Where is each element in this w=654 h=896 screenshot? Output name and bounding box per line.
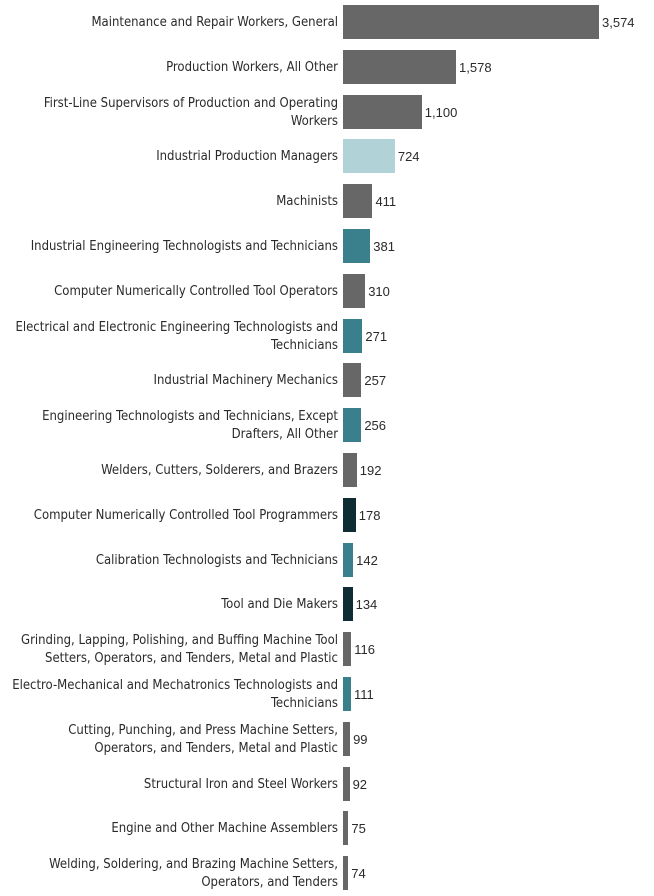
- category-label-line: Cutting, Punching, and Press Machine Set…: [68, 722, 338, 738]
- bar: [343, 5, 599, 39]
- category-label: Computer Numerically Controlled Tool Pro…: [0, 507, 338, 525]
- category-label: Welding, Soldering, and Brazing Machine …: [0, 856, 338, 892]
- category-label: Welders, Cutters, Solderers, and Brazers: [0, 462, 338, 480]
- value-label: 257: [364, 373, 387, 389]
- category-label-line: Drafters, All Other: [231, 427, 338, 443]
- category-label: Cutting, Punching, and Press Machine Set…: [0, 722, 338, 758]
- category-label-line: Industrial Production Managers: [156, 149, 338, 165]
- value-label: 75: [351, 821, 366, 837]
- category-label: Maintenance and Repair Workers, General: [0, 14, 338, 32]
- category-label-line: Calibration Technologists and Technician…: [95, 552, 338, 568]
- category-label-line: Workers: [290, 113, 338, 129]
- category-label: Calibration Technologists and Technician…: [0, 552, 338, 570]
- category-label-line: Industrial Machinery Mechanics: [153, 373, 338, 389]
- bar: [343, 766, 350, 801]
- value-label: 134: [355, 597, 378, 613]
- category-label: Industrial Engineering Technologists and…: [0, 238, 338, 256]
- category-label: Engineering Technologists and Technician…: [0, 408, 338, 444]
- bar: [343, 497, 356, 532]
- category-label-line: Computer Numerically Controlled Tool Ope…: [54, 283, 338, 299]
- value-label: 99: [353, 731, 368, 747]
- category-label-line: Technicians: [271, 337, 338, 353]
- value-label: 142: [356, 552, 378, 568]
- category-label-line: First-Line Supervisors of Production and…: [43, 95, 338, 111]
- value-label: 3,574: [602, 15, 635, 30]
- category-label-line: Machinists: [276, 194, 338, 210]
- category-label-line: Welders, Cutters, Solderers, and Brazers: [101, 463, 338, 478]
- bar: [343, 408, 362, 443]
- category-label-line: Engineering Technologists and Technician…: [42, 409, 338, 425]
- value-label: 192: [359, 463, 382, 478]
- value-label: 381: [373, 239, 395, 254]
- value-label: 116: [354, 642, 376, 658]
- value-label: 411: [375, 194, 397, 210]
- category-label: Computer Numerically Controlled Tool Ope…: [0, 283, 338, 301]
- category-label: Structural Iron and Steel Workers: [0, 776, 338, 794]
- value-label: 92: [352, 776, 368, 792]
- category-label-line: Tool and Die Makers: [221, 597, 338, 613]
- category-label: Production Workers, All Other: [0, 59, 338, 77]
- category-label: Grinding, Lapping, Polishing, and Buffin…: [0, 632, 338, 668]
- category-label-line: Computer Numerically Controlled Tool Pro…: [33, 507, 338, 523]
- category-label-line: Setters, Operators, and Tenders, Metal a…: [45, 651, 338, 667]
- category-label-line: Maintenance and Repair Workers, General: [91, 15, 338, 30]
- value-label: 178: [358, 507, 381, 523]
- value-label: 724: [397, 149, 420, 165]
- category-label: Electrical and Electronic Engineering Te…: [0, 319, 338, 355]
- category-label-line: Technicians: [271, 696, 338, 711]
- category-label-line: Welding, Soldering, and Brazing Machine …: [49, 857, 338, 873]
- bar: [343, 49, 457, 84]
- bar: [343, 856, 349, 891]
- category-label-line: Engine and Other Machine Assemblers: [111, 821, 338, 837]
- bar: [343, 811, 349, 846]
- category-label-line: Grinding, Lapping, Polishing, and Buffin…: [21, 633, 338, 649]
- category-label-line: Production Workers, All Other: [166, 59, 338, 75]
- bar: [343, 632, 352, 667]
- bar: [343, 94, 422, 129]
- category-label: Industrial Production Managers: [0, 148, 338, 166]
- category-label: Industrial Machinery Mechanics: [0, 372, 338, 390]
- bar: [343, 273, 366, 308]
- bar: [343, 363, 362, 398]
- value-label: 74: [351, 866, 366, 882]
- category-label: Machinists: [0, 193, 338, 211]
- value-label: 271: [365, 328, 388, 344]
- category-label-line: Industrial Engineering Technologists and…: [30, 239, 338, 254]
- category-label-line: Electrical and Electronic Engineering Te…: [15, 319, 338, 335]
- value-label: 1,578: [459, 59, 492, 75]
- bar: [343, 139, 395, 174]
- bar: [343, 318, 363, 353]
- value-label: 111: [353, 687, 374, 702]
- bar: [343, 721, 351, 756]
- bar: [343, 229, 371, 263]
- category-label-line: Operators, and Tenders: [201, 875, 338, 891]
- value-label: 310: [368, 283, 390, 299]
- category-label: Electro-Mechanical and Mechatronics Tech…: [0, 677, 338, 713]
- category-label-line: Operators, and Tenders, Metal and Plasti…: [94, 740, 338, 756]
- bar: [343, 184, 373, 219]
- bar: [343, 587, 353, 622]
- bar: [343, 542, 354, 577]
- category-label-line: Structural Iron and Steel Workers: [143, 776, 338, 792]
- category-label: Engine and Other Machine Assemblers: [0, 820, 338, 838]
- bar: [343, 453, 357, 487]
- value-label: 1,100: [424, 104, 458, 120]
- bar: [343, 677, 351, 711]
- value-label: 256: [364, 418, 387, 434]
- category-label: First-Line Supervisors of Production and…: [0, 95, 338, 131]
- category-label: Tool and Die Makers: [0, 596, 338, 614]
- category-label-line: Electro-Mechanical and Mechatronics Tech…: [12, 678, 338, 693]
